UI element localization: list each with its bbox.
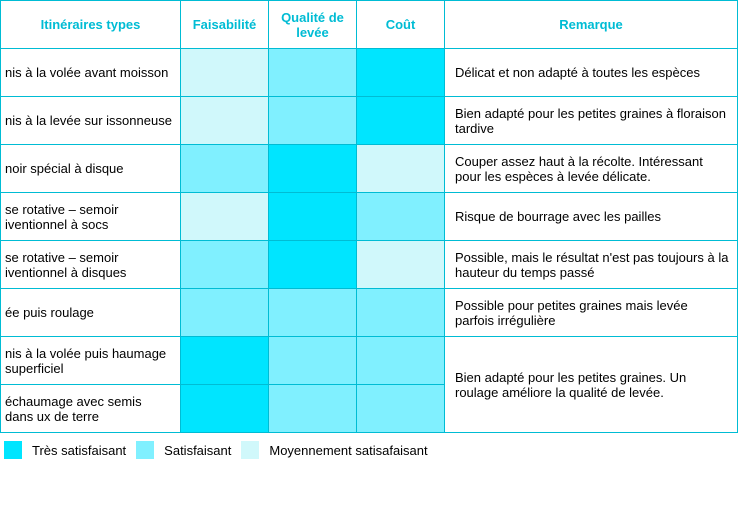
cell-cost [357,193,445,241]
cell-itineraire: nis à la volée avant moisson [1,49,181,97]
legend-label-1: Très satisfaisant [32,443,126,458]
legend-swatch-2 [136,441,154,459]
rating-swatch [269,49,356,96]
rating-swatch [357,289,444,336]
rating-swatch [269,193,356,240]
cell-itineraire: échaumage avec semis dans ux de terre [1,385,181,433]
table-row: nis à la levée sur issonneuse Bien adapté… [1,97,738,145]
cell-feas [181,49,269,97]
cell-remarque: Bien adapté pour les petites graines à f… [445,97,738,145]
table-body: nis à la volée avant moisson Délicat et n… [1,49,738,433]
cell-cost [357,289,445,337]
table-row: nis à la volée puis haumage superficielB… [1,337,738,385]
legend-swatch-1 [4,441,22,459]
header-row: Itinéraires types Faisabilité Qualité de… [1,1,738,49]
cell-cost [357,385,445,433]
cell-feas [181,241,269,289]
cell-qual [269,385,357,433]
cell-itineraire: noir spécial à disque [1,145,181,193]
cell-itineraire: se rotative – semoir iventionnel à socs [1,193,181,241]
rating-swatch [181,289,268,336]
cell-remarque: Bien adapté pour les petites graines. Un… [445,337,738,433]
cell-remarque: Couper assez haut à la récolte. Intéress… [445,145,738,193]
rating-swatch [181,241,268,288]
cell-qual [269,145,357,193]
cell-cost [357,49,445,97]
cell-feas [181,97,269,145]
table-row: nis à la volée avant moisson Délicat et n… [1,49,738,97]
rating-swatch [181,97,268,144]
cell-itineraire: se rotative – semoir iventionnel à disqu… [1,241,181,289]
rating-swatch [357,145,444,192]
cell-qual [269,337,357,385]
cell-qual [269,49,357,97]
cell-feas [181,289,269,337]
rating-swatch [357,241,444,288]
legend: Très satisfaisant Satisfaisant Moyenneme… [0,433,738,467]
cell-qual [269,289,357,337]
cell-feas [181,145,269,193]
rating-swatch [269,97,356,144]
rating-swatch [357,97,444,144]
comparison-table: Itinéraires types Faisabilité Qualité de… [0,0,738,433]
header-itineraires: Itinéraires types [1,1,181,49]
cell-itineraire: ée puis roulage [1,289,181,337]
cell-cost [357,145,445,193]
cell-itineraire: nis à la volée puis haumage superficiel [1,337,181,385]
rating-swatch [269,337,356,384]
legend-label-3: Moyennement satisafaisant [269,443,427,458]
cell-feas [181,337,269,385]
cell-qual [269,241,357,289]
cell-feas [181,193,269,241]
header-qualite: Qualité de levée [269,1,357,49]
rating-swatch [269,385,356,432]
rating-swatch [269,289,356,336]
rating-swatch [181,193,268,240]
table-row: ée puis roulage Possible pour petites gra… [1,289,738,337]
header-cout: Coût [357,1,445,49]
table-row: se rotative – semoir iventionnel à disqu… [1,241,738,289]
cell-itineraire: nis à la levée sur issonneuse [1,97,181,145]
rating-swatch [357,385,444,432]
rating-swatch [269,145,356,192]
cell-remarque: Possible, mais le résultat n'est pas tou… [445,241,738,289]
cell-cost [357,337,445,385]
table-row: noir spécial à disque Couper assez haut à… [1,145,738,193]
rating-swatch [181,385,268,432]
cell-feas [181,385,269,433]
rating-swatch [357,49,444,96]
cell-remarque: Délicat et non adapté à toutes les espèc… [445,49,738,97]
legend-label-2: Satisfaisant [164,443,231,458]
cell-cost [357,97,445,145]
cell-remarque: Possible pour petites graines mais levée… [445,289,738,337]
rating-swatch [181,145,268,192]
cell-qual [269,97,357,145]
header-remarque: Remarque [445,1,738,49]
cell-cost [357,241,445,289]
rating-swatch [269,241,356,288]
rating-swatch [181,337,268,384]
cell-qual [269,193,357,241]
legend-swatch-3 [241,441,259,459]
table-row: se rotative – semoir iventionnel à socs R… [1,193,738,241]
header-faisabilite: Faisabilité [181,1,269,49]
rating-swatch [181,49,268,96]
rating-swatch [357,193,444,240]
cell-remarque: Risque de bourrage avec les pailles [445,193,738,241]
rating-swatch [357,337,444,384]
